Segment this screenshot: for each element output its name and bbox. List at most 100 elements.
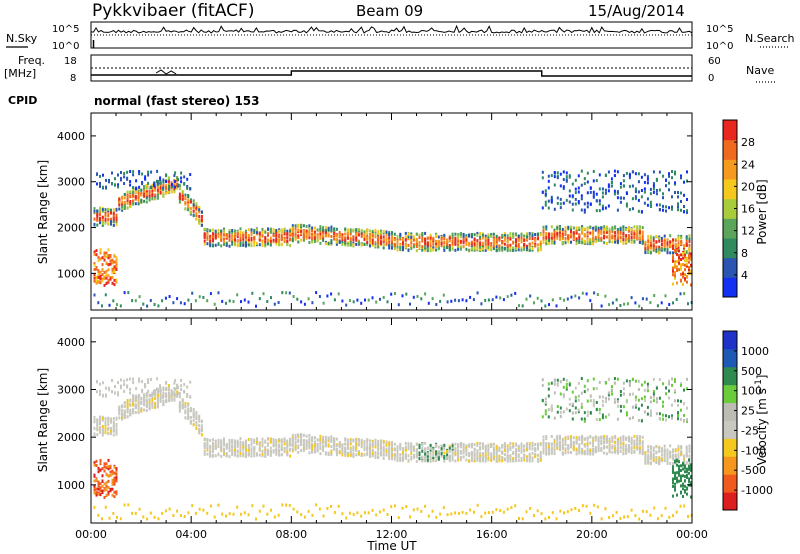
echo-cell: [200, 433, 203, 437]
echo-cell: [132, 191, 135, 195]
echo-cell: [93, 432, 96, 436]
echo-cell: [570, 228, 572, 232]
echo-cell: [605, 242, 608, 245]
echo-cell: [283, 450, 286, 454]
echo-cell: [674, 243, 677, 247]
echo-cell: [147, 173, 150, 177]
echo-cell: [393, 442, 396, 446]
echo-cell: [410, 235, 413, 239]
echo-cell: [418, 451, 421, 455]
echo-cell: [517, 459, 520, 462]
echo-cell: [607, 183, 610, 187]
echo-cell: [542, 225, 545, 229]
echo-cell: [275, 237, 278, 241]
echo-cell: [468, 443, 471, 447]
echo-cell: [245, 244, 247, 248]
echo-cell: [143, 191, 146, 195]
echo-cell: [638, 304, 641, 308]
echo-cell: [173, 391, 176, 394]
echo-cell: [644, 240, 647, 244]
echo-cell: [571, 182, 574, 186]
echo-cell: [424, 248, 427, 252]
echo-cell: [220, 229, 223, 233]
echo-cell: [148, 402, 151, 406]
echo-cell: [385, 449, 388, 453]
echo-cell: [462, 446, 465, 449]
echo-cell: [680, 272, 682, 276]
echo-cell: [151, 186, 154, 190]
echo-cell: [327, 444, 330, 448]
echo-cell: [137, 404, 140, 408]
echo-cell: [614, 436, 617, 440]
echo-cell: [187, 195, 190, 199]
echo-cell: [245, 229, 247, 233]
echo-cell: [589, 441, 592, 445]
echo-cell: [374, 440, 377, 444]
echo-cell: [674, 191, 676, 194]
echo-cell: [526, 455, 528, 459]
echo-cell: [484, 444, 487, 448]
echo-cell: [491, 298, 494, 302]
echo-cell: [280, 230, 283, 234]
echo-cell: [99, 422, 101, 426]
echo-cell: [470, 246, 473, 250]
echo-cell: [300, 238, 303, 242]
echo-cell: [473, 233, 476, 237]
echo-cell: [611, 236, 614, 240]
echo-cell: [665, 209, 667, 213]
echo-cell: [366, 438, 369, 442]
echo-cell: [151, 404, 154, 408]
echo-cell: [134, 197, 137, 201]
echo-cell: [173, 174, 176, 178]
echo-cell: [520, 448, 523, 452]
echo-cell: [476, 449, 479, 453]
echo-cell: [217, 232, 220, 236]
echo-cell: [561, 232, 564, 236]
echo-cell: [594, 225, 597, 229]
echo-cell: [396, 450, 399, 454]
echo-cell: [528, 244, 531, 248]
echo-cell: [547, 206, 550, 210]
echo-cell: [641, 240, 644, 244]
echo-cell: [528, 456, 531, 460]
echo-cell: [107, 214, 110, 217]
echo-cell: [388, 446, 391, 450]
echo-cell: [492, 232, 495, 236]
echo-cell: [95, 253, 98, 257]
echo-cell: [531, 444, 534, 448]
echo-cell: [653, 294, 656, 297]
echo-cell: [564, 227, 567, 231]
echo-cell: [480, 302, 483, 306]
echo-cell: [275, 231, 278, 235]
echo-cell: [598, 187, 601, 191]
echo-cell: [523, 444, 526, 448]
echo-cell: [269, 453, 272, 457]
echo-cell: [101, 263, 104, 267]
echo-cell: [454, 298, 457, 302]
echo-cell: [589, 225, 592, 229]
power-panel-frame: [90, 112, 693, 311]
echo-cell: [446, 451, 449, 455]
echo-cell: [245, 234, 247, 238]
echo-cell: [595, 192, 598, 196]
echo-cell: [626, 302, 629, 306]
echo-cell: [432, 456, 435, 460]
echo-cell: [678, 261, 680, 265]
echo-cell: [669, 242, 672, 246]
echo-cell: [380, 234, 382, 238]
echo-cell: [220, 448, 223, 452]
echo-cell: [181, 403, 184, 407]
echo-cell: [369, 244, 371, 248]
echo-cell: [138, 170, 141, 173]
echo-cell: [429, 236, 432, 240]
echo-cell: [144, 177, 147, 181]
echo-cell: [402, 245, 404, 249]
echo-cell: [443, 244, 446, 248]
power-colorbar-tick-label: 24: [741, 158, 755, 171]
echo-cell: [598, 199, 601, 203]
echo-cell: [487, 233, 490, 237]
echo-cell: [97, 275, 100, 279]
echo-cell: [625, 228, 628, 231]
echo-cell: [203, 442, 206, 446]
echo-cell: [561, 447, 564, 451]
